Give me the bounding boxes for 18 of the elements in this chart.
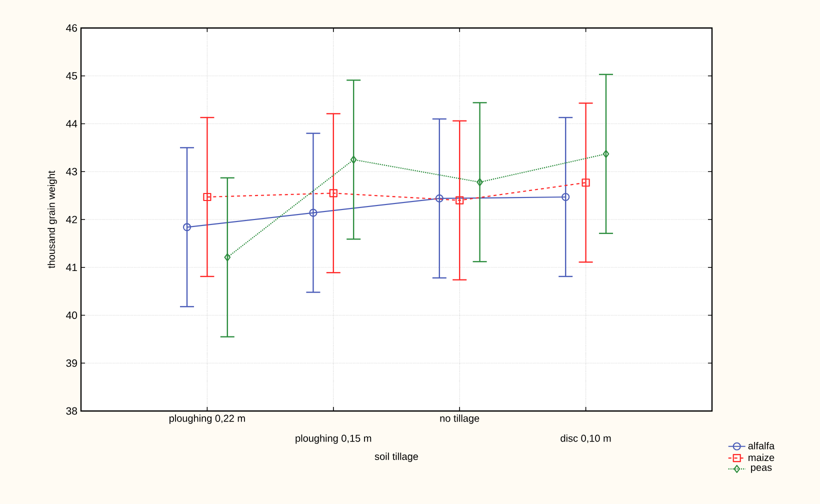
y-tick-label: 42: [66, 216, 77, 224]
x-tick-label: disc 0,10 m: [560, 434, 611, 444]
y-tick-label: 43: [66, 168, 77, 176]
legend-label: peas: [751, 465, 772, 473]
y-tick-label: 45: [66, 72, 78, 80]
legend-label: alfalfa: [748, 442, 775, 450]
x-tick-label: ploughing 0,15 m: [296, 434, 372, 444]
y-tick-label: 38: [66, 407, 78, 415]
x-axis-title: soil tillage: [374, 452, 418, 462]
y-tick-label: 46: [66, 24, 77, 32]
y-axis-title: thousand grain weight: [48, 170, 57, 268]
x-tick-label: no tillage: [440, 414, 480, 424]
legend-label: maize: [748, 454, 774, 462]
y-tick-label: 40: [66, 312, 78, 319]
y-tick-label: 41: [66, 264, 77, 271]
y-tick-label: 39: [66, 359, 77, 367]
x-tick-label: ploughing 0,22 m: [169, 414, 245, 424]
y-tick-label: 44: [66, 120, 78, 128]
